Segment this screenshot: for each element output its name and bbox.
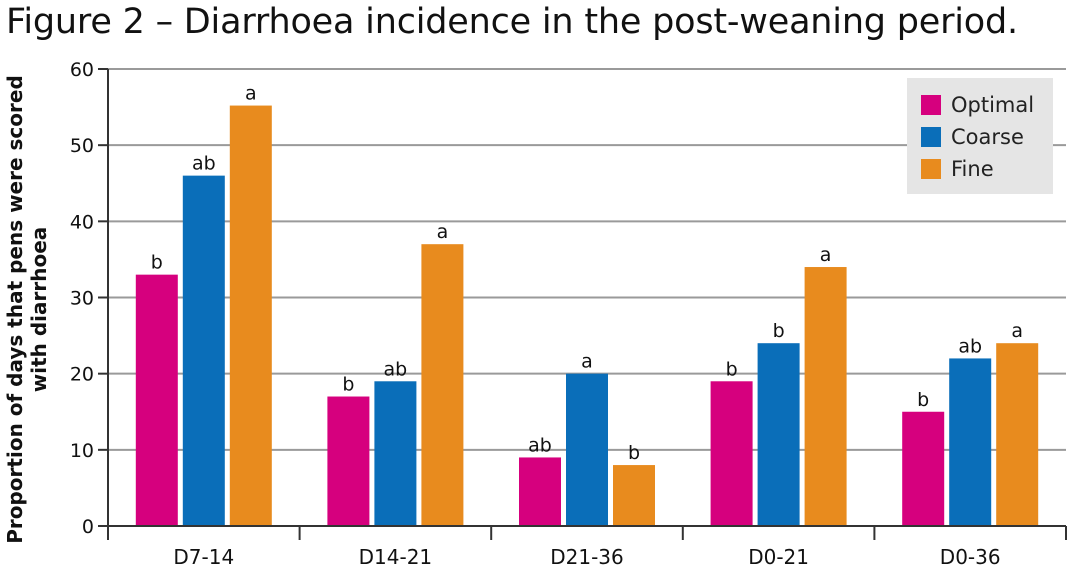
x-tick-label: D14-21 xyxy=(359,545,433,569)
y-axis-label-line: Proportion of days that pens were scored xyxy=(3,75,27,544)
bar-significance-label: b xyxy=(628,442,640,464)
bar-optimal xyxy=(519,457,561,526)
y-tick-label: 30 xyxy=(70,288,94,310)
bar-fine xyxy=(613,465,655,526)
legend: Optimal Coarse Fine xyxy=(907,78,1053,194)
legend-swatch xyxy=(921,127,941,147)
bar-fine xyxy=(804,267,847,526)
bar-optimal xyxy=(327,396,370,526)
y-tick-label: 10 xyxy=(70,440,94,462)
y-tick-label: 50 xyxy=(70,135,94,157)
y-axis-label-line: with diarrhoea xyxy=(27,227,51,393)
legend-label: Fine xyxy=(951,157,994,181)
bar-significance-label: a xyxy=(1011,320,1023,342)
bar-fine xyxy=(996,343,1039,526)
legend-swatch xyxy=(921,95,941,115)
x-tick-label: D0-21 xyxy=(748,545,809,569)
bar-significance-label: a xyxy=(581,351,593,373)
x-tick-label: D21-36 xyxy=(550,545,624,569)
legend-swatch xyxy=(921,159,941,179)
bar-significance-label: a xyxy=(820,244,832,266)
bar-significance-label: a xyxy=(437,221,449,243)
bar-coarse xyxy=(182,175,225,526)
x-tick-label: D7-14 xyxy=(173,545,234,569)
x-tick-label: D0-36 xyxy=(940,545,1001,569)
bar-significance-label: b xyxy=(342,374,354,396)
bar-significance-label: b xyxy=(151,252,163,274)
bar-significance-label: ab xyxy=(528,434,552,456)
bar-coarse xyxy=(949,358,992,526)
bar-significance-label: a xyxy=(245,83,257,105)
bar-significance-label: b xyxy=(726,358,738,380)
legend-label: Optimal xyxy=(951,93,1034,117)
bar-optimal xyxy=(902,411,945,526)
y-axis-label: Proportion of days that pens were scored… xyxy=(3,75,51,544)
chart-title: Figure 2 – Diarrhoea incidence in the po… xyxy=(6,2,1018,42)
bar-significance-label: b xyxy=(917,389,929,411)
bars xyxy=(135,105,1039,526)
bar-significance-label: ab xyxy=(384,358,408,380)
legend-label: Coarse xyxy=(951,125,1024,149)
bar-significance-label: b xyxy=(773,320,785,342)
bar-coarse xyxy=(374,381,417,526)
y-tick-label: 0 xyxy=(82,516,94,538)
y-tick-label: 60 xyxy=(70,59,94,81)
bar-optimal xyxy=(710,381,753,526)
bar-coarse xyxy=(757,343,800,526)
axes: 0 10 20 30 40 50 60 D7-14 D14-21 D21-36 D0-21 D0-36… xyxy=(3,59,1067,569)
bar-significance-label: ab xyxy=(958,335,982,357)
bar-significance-label: ab xyxy=(192,153,216,175)
bar-fine xyxy=(421,244,464,526)
bar-fine xyxy=(229,105,272,526)
bar-coarse xyxy=(566,373,608,526)
bar-optimal xyxy=(135,274,178,526)
y-tick-label: 20 xyxy=(70,364,94,386)
y-tick-label: 40 xyxy=(70,211,94,233)
